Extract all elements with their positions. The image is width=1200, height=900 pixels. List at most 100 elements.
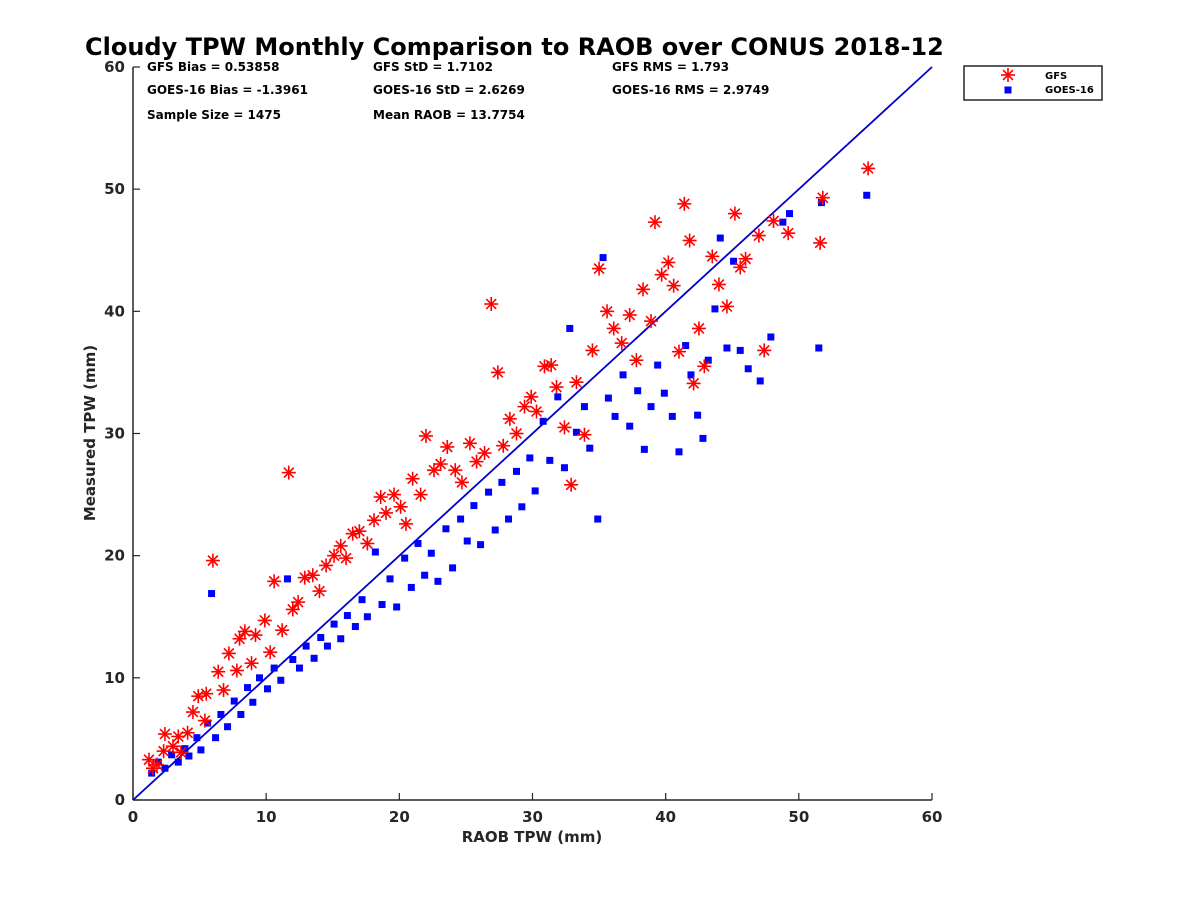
gfs-point xyxy=(216,683,231,698)
goes16-point xyxy=(491,526,499,534)
goes16-point xyxy=(224,723,232,731)
y-tick-label: 10 xyxy=(104,669,125,687)
goes16-point xyxy=(626,422,634,430)
goes16-point xyxy=(675,448,683,456)
goes16-point xyxy=(526,454,534,462)
gfs-point xyxy=(600,304,615,319)
goes16-point xyxy=(358,596,366,604)
gfs-point xyxy=(614,336,629,351)
legend-goes16-label: GOES-16 xyxy=(1045,85,1094,96)
x-tick-label: 60 xyxy=(922,808,943,826)
gfs-point xyxy=(157,727,172,742)
gfs-point xyxy=(448,463,463,478)
gfs-point xyxy=(275,623,290,638)
gfs-point xyxy=(379,505,394,520)
goes16-point xyxy=(185,752,193,760)
gfs-point xyxy=(815,190,830,205)
goes16-point xyxy=(363,613,371,621)
goes16-point xyxy=(711,305,719,313)
goes16-point xyxy=(323,642,331,650)
stat-gfs-bias: GFS Bias = 0.53858 xyxy=(147,60,279,74)
goes16-point xyxy=(736,346,744,354)
stat-sample-size: Sample Size = 1475 xyxy=(147,108,281,122)
gfs-point xyxy=(285,602,300,617)
goes16-point xyxy=(330,620,338,628)
goes16-point xyxy=(505,515,513,523)
gfs-point xyxy=(705,249,720,264)
goes16-point xyxy=(289,656,297,664)
goes16-point xyxy=(786,210,794,218)
goes16-point xyxy=(723,344,731,352)
stat-goes-rms: GOES-16 RMS = 2.9749 xyxy=(612,83,769,97)
gfs-point xyxy=(185,705,200,720)
goes16-point xyxy=(212,734,220,742)
gfs-point xyxy=(232,631,247,646)
gfs-point xyxy=(677,196,692,211)
gfs-point xyxy=(197,713,212,728)
goes16-point xyxy=(654,361,662,369)
goes16-point xyxy=(594,515,602,523)
goes16-point xyxy=(277,676,285,684)
legend-gfs-label: GFS xyxy=(1045,71,1067,82)
gfs-point xyxy=(319,558,334,573)
goes16-point xyxy=(302,642,310,650)
gfs-point xyxy=(345,526,360,541)
goes16-point xyxy=(744,365,752,373)
goes16-point xyxy=(619,371,627,379)
gfs-point xyxy=(509,426,524,441)
gfs-point xyxy=(544,358,559,373)
gfs-point xyxy=(291,595,306,610)
goes16-point xyxy=(817,199,825,207)
gfs-point xyxy=(738,251,753,266)
goes16-point xyxy=(449,564,457,572)
goes16-point xyxy=(647,403,655,411)
goes16-point xyxy=(704,356,712,364)
gfs-point xyxy=(569,375,584,390)
goes16-point xyxy=(244,684,252,692)
gfs-point xyxy=(352,524,367,539)
goes16-point xyxy=(270,664,278,672)
stat-goes-bias: GOES-16 Bias = -1.3961 xyxy=(147,83,308,97)
gfs-point xyxy=(529,404,544,419)
y-tick-label: 0 xyxy=(115,791,125,809)
goes16-point xyxy=(611,412,619,420)
chart-title: Cloudy TPW Monthly Comparison to RAOB ov… xyxy=(85,33,944,61)
gfs-point xyxy=(661,255,676,270)
gfs-point xyxy=(180,725,195,740)
gfs-point xyxy=(339,551,354,566)
gfs-point xyxy=(312,584,327,599)
gfs-point xyxy=(263,645,278,660)
y-tick-label: 30 xyxy=(104,425,125,443)
gfs-point xyxy=(333,538,348,553)
gfs-point xyxy=(757,343,772,358)
goes16-point xyxy=(283,575,291,583)
gfs-point xyxy=(727,206,742,221)
goes16-point xyxy=(477,541,485,549)
stats-panel: GFS Bias = 0.53858 GFS StD = 1.7102 GFS … xyxy=(147,60,769,122)
goes16-point xyxy=(378,601,386,609)
goes16-point xyxy=(161,764,169,772)
gfs-point xyxy=(433,457,448,472)
goes16-point xyxy=(513,467,521,475)
gfs-point xyxy=(691,321,706,336)
goes16-point xyxy=(317,634,325,642)
legend-gfs-marker xyxy=(1001,68,1015,82)
x-axis-label: RAOB TPW (mm) xyxy=(462,828,603,846)
x-tick-label: 10 xyxy=(256,808,277,826)
gfs-point xyxy=(413,487,428,502)
goes16-point xyxy=(694,411,702,419)
gfs-point xyxy=(469,454,484,469)
gfs-point xyxy=(462,436,477,451)
goes16-point xyxy=(779,218,787,226)
y-tick-label: 20 xyxy=(104,547,125,565)
goes16-point xyxy=(337,635,345,643)
axes: 0 10 20 30 40 50 60 0 10 20 30 40 50 60 xyxy=(104,58,942,826)
goes16-point xyxy=(174,758,182,766)
gfs-point xyxy=(257,613,272,628)
gfs-point xyxy=(305,568,320,583)
goes16-point xyxy=(668,412,676,420)
stat-mean-raob: Mean RAOB = 13.7754 xyxy=(373,108,525,122)
gfs-point xyxy=(733,260,748,275)
goes16-point xyxy=(554,393,562,401)
